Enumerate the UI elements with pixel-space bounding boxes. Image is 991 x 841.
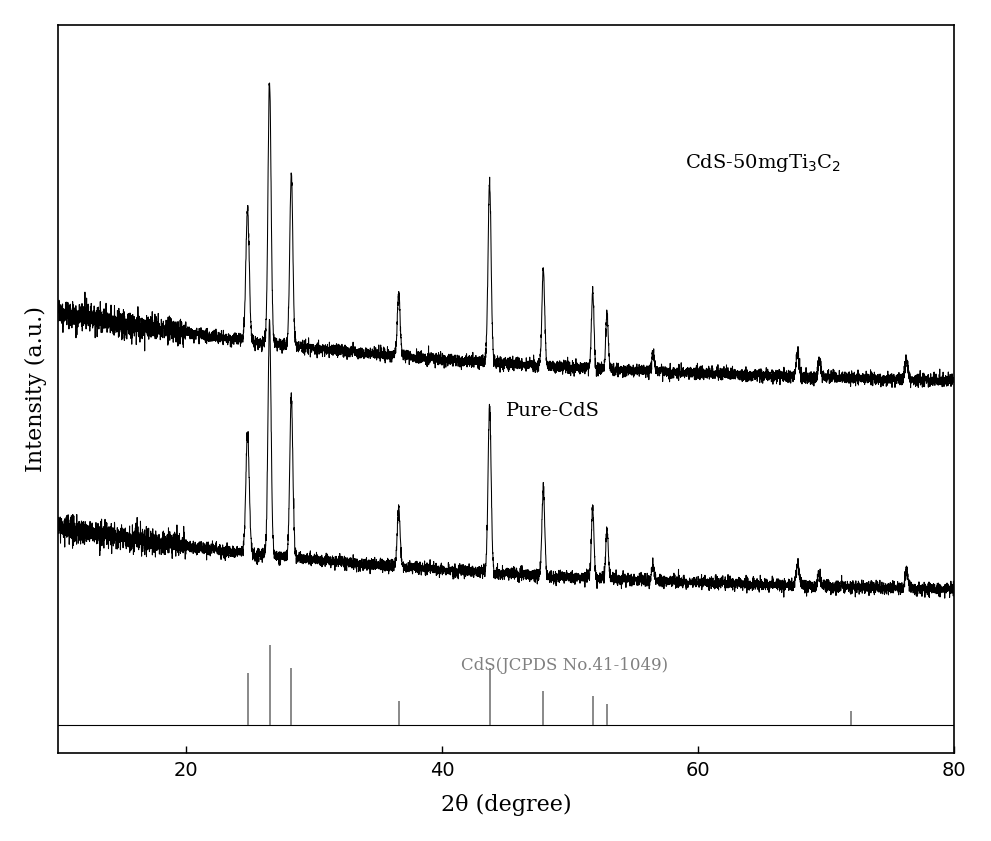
Text: CdS(JCPDS No.41-1049): CdS(JCPDS No.41-1049) bbox=[461, 657, 668, 674]
Text: CdS-50mgTi$_3$C$_2$: CdS-50mgTi$_3$C$_2$ bbox=[685, 152, 841, 174]
Y-axis label: Intensity (a.u.): Intensity (a.u.) bbox=[25, 306, 48, 472]
X-axis label: 2θ (degree): 2θ (degree) bbox=[441, 794, 571, 816]
Text: Pure-CdS: Pure-CdS bbox=[506, 402, 600, 420]
